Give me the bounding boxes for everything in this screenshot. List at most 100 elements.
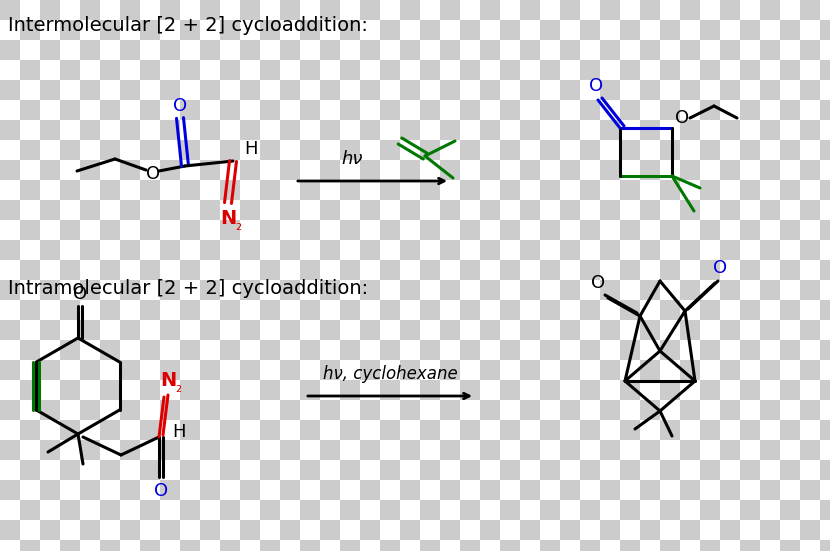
Bar bbox=[180, 100, 200, 120]
Bar bbox=[740, 40, 760, 60]
Bar bbox=[160, 180, 180, 200]
Bar bbox=[600, 320, 620, 340]
Bar bbox=[100, 460, 120, 480]
Bar bbox=[220, 480, 240, 500]
Bar bbox=[560, 260, 580, 280]
Bar bbox=[580, 240, 600, 260]
Bar bbox=[620, 300, 640, 320]
Bar bbox=[580, 140, 600, 160]
Bar bbox=[800, 240, 820, 260]
Bar bbox=[400, 340, 420, 360]
Bar bbox=[620, 260, 640, 280]
Bar bbox=[280, 220, 300, 240]
Bar bbox=[280, 180, 300, 200]
Bar bbox=[620, 320, 640, 340]
Bar bbox=[220, 520, 240, 540]
Bar bbox=[700, 140, 720, 160]
Bar bbox=[540, 140, 560, 160]
Bar bbox=[380, 80, 400, 100]
Bar bbox=[320, 360, 340, 380]
Bar bbox=[400, 360, 420, 380]
Bar bbox=[180, 20, 200, 40]
Bar bbox=[320, 300, 340, 320]
Bar bbox=[640, 400, 660, 420]
Bar bbox=[740, 80, 760, 100]
Bar bbox=[240, 200, 260, 220]
Bar bbox=[60, 500, 80, 520]
Bar bbox=[660, 200, 680, 220]
Bar bbox=[760, 460, 780, 480]
Bar bbox=[60, 140, 80, 160]
Bar bbox=[760, 540, 780, 551]
Bar bbox=[320, 440, 340, 460]
Bar bbox=[300, 120, 320, 140]
Bar bbox=[760, 440, 780, 460]
Bar bbox=[140, 160, 160, 180]
Bar bbox=[120, 0, 140, 20]
Bar bbox=[60, 460, 80, 480]
Bar bbox=[780, 180, 800, 200]
Bar bbox=[580, 480, 600, 500]
Bar bbox=[620, 540, 640, 551]
Bar bbox=[320, 540, 340, 551]
Bar bbox=[140, 240, 160, 260]
Bar bbox=[360, 60, 380, 80]
Bar bbox=[160, 540, 180, 551]
Bar bbox=[720, 180, 740, 200]
Bar bbox=[300, 280, 320, 300]
Bar bbox=[0, 500, 20, 520]
Bar bbox=[760, 420, 780, 440]
Bar bbox=[0, 400, 20, 420]
Bar bbox=[420, 180, 440, 200]
Bar bbox=[780, 440, 800, 460]
Bar bbox=[500, 480, 520, 500]
Bar bbox=[0, 300, 20, 320]
Bar bbox=[160, 160, 180, 180]
Bar bbox=[540, 240, 560, 260]
Bar bbox=[520, 80, 540, 100]
Bar bbox=[460, 360, 480, 380]
Bar bbox=[780, 80, 800, 100]
Bar bbox=[220, 40, 240, 60]
Bar bbox=[360, 160, 380, 180]
Bar bbox=[520, 480, 540, 500]
Bar bbox=[440, 520, 460, 540]
Bar bbox=[660, 40, 680, 60]
Bar bbox=[700, 300, 720, 320]
Bar bbox=[0, 320, 20, 340]
Bar bbox=[40, 60, 60, 80]
Bar bbox=[60, 80, 80, 100]
Bar bbox=[700, 260, 720, 280]
Bar bbox=[800, 260, 820, 280]
Bar bbox=[200, 240, 220, 260]
Bar bbox=[460, 40, 480, 60]
Bar bbox=[300, 400, 320, 420]
Bar bbox=[800, 300, 820, 320]
Bar bbox=[80, 280, 100, 300]
Bar bbox=[440, 180, 460, 200]
Bar bbox=[540, 160, 560, 180]
Bar bbox=[580, 40, 600, 60]
Bar bbox=[540, 100, 560, 120]
Bar bbox=[760, 220, 780, 240]
Bar bbox=[140, 140, 160, 160]
Bar bbox=[600, 440, 620, 460]
Bar bbox=[280, 420, 300, 440]
Bar bbox=[80, 220, 100, 240]
Bar bbox=[400, 260, 420, 280]
Bar bbox=[40, 440, 60, 460]
Bar bbox=[740, 440, 760, 460]
Bar bbox=[60, 300, 80, 320]
Bar bbox=[140, 60, 160, 80]
Bar bbox=[260, 540, 280, 551]
Bar bbox=[80, 120, 100, 140]
Bar bbox=[360, 300, 380, 320]
Bar bbox=[260, 40, 280, 60]
Bar bbox=[360, 100, 380, 120]
Bar bbox=[800, 180, 820, 200]
Bar bbox=[260, 240, 280, 260]
Bar bbox=[680, 460, 700, 480]
Bar bbox=[40, 180, 60, 200]
Bar bbox=[700, 80, 720, 100]
Bar bbox=[100, 160, 120, 180]
